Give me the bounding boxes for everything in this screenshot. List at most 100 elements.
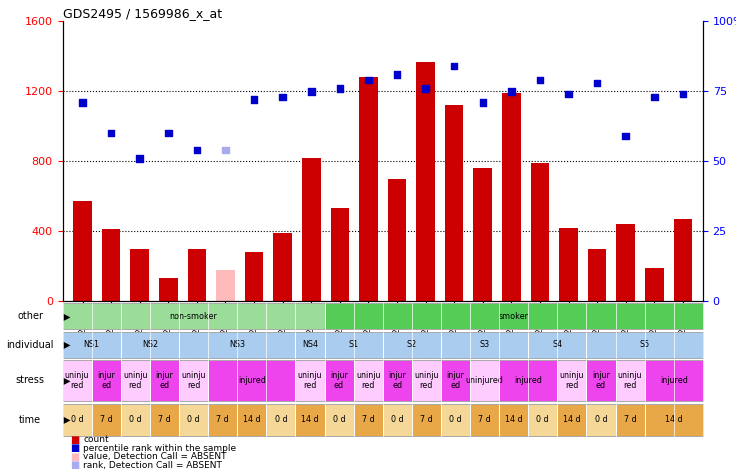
Text: 0 d: 0 d — [275, 416, 287, 424]
Point — [248, 96, 260, 103]
Bar — [473, 168, 492, 301]
Text: ■: ■ — [70, 452, 79, 462]
Bar — [159, 278, 177, 301]
Text: 14 d: 14 d — [505, 416, 523, 424]
Text: uninju
red: uninju red — [181, 371, 206, 390]
Bar — [388, 179, 406, 301]
Bar — [74, 201, 92, 301]
Text: 0 d: 0 d — [537, 416, 549, 424]
Text: injured: injured — [514, 376, 542, 385]
Text: 7 d: 7 d — [623, 416, 637, 424]
Text: smoker: smoker — [499, 312, 528, 321]
Text: uninju
red: uninju red — [356, 371, 381, 390]
Point — [219, 146, 231, 154]
Point — [506, 88, 517, 95]
Text: 7 d: 7 d — [158, 416, 171, 424]
Text: NS3: NS3 — [229, 340, 245, 349]
Text: uninju
red: uninju red — [297, 371, 322, 390]
Text: S1: S1 — [349, 340, 358, 349]
Text: S4: S4 — [552, 340, 562, 349]
Text: 14 d: 14 d — [563, 416, 581, 424]
Text: 0 d: 0 d — [187, 416, 200, 424]
Text: NS1: NS1 — [84, 340, 99, 349]
Text: ■: ■ — [70, 460, 79, 471]
Text: uninju
red: uninju red — [559, 371, 584, 390]
Bar — [130, 249, 149, 301]
Text: uninjured: uninjured — [466, 376, 503, 385]
Text: count: count — [83, 436, 109, 444]
Text: 0 d: 0 d — [595, 416, 607, 424]
Point — [305, 88, 317, 95]
Bar — [645, 268, 664, 301]
Text: ■: ■ — [70, 435, 79, 445]
Text: uninju
red: uninju red — [414, 371, 439, 390]
Bar — [531, 163, 549, 301]
Text: ▶: ▶ — [63, 375, 70, 385]
Text: other: other — [17, 311, 43, 321]
Text: GDS2495 / 1569986_x_at: GDS2495 / 1569986_x_at — [63, 7, 222, 20]
Text: uninju
red: uninju red — [65, 371, 89, 390]
Text: 14 d: 14 d — [301, 416, 319, 424]
Bar — [673, 219, 692, 301]
Text: 0 d: 0 d — [449, 416, 461, 424]
Bar — [216, 270, 235, 301]
Text: ▶: ▶ — [63, 415, 70, 425]
Text: NS4: NS4 — [302, 340, 318, 349]
Point — [77, 99, 88, 106]
Point — [277, 93, 289, 100]
Point — [420, 85, 431, 92]
Point — [163, 129, 174, 137]
Bar — [245, 252, 263, 301]
Bar — [359, 77, 378, 301]
Text: 7 d: 7 d — [100, 416, 113, 424]
Point — [134, 155, 146, 162]
Text: ■: ■ — [70, 443, 79, 454]
Bar — [417, 62, 435, 301]
Text: time: time — [19, 415, 41, 425]
Text: 7 d: 7 d — [362, 416, 375, 424]
Point — [648, 93, 660, 100]
Text: injur
ed: injur ed — [97, 371, 115, 390]
Bar — [559, 228, 578, 301]
Text: injur
ed: injur ed — [389, 371, 406, 390]
Text: 14 d: 14 d — [243, 416, 261, 424]
Text: 7 d: 7 d — [420, 416, 433, 424]
Point — [391, 71, 403, 78]
Text: ▶: ▶ — [63, 340, 70, 350]
Point — [677, 90, 689, 98]
Text: 14 d: 14 d — [665, 416, 682, 424]
Text: injur
ed: injur ed — [155, 371, 174, 390]
Bar — [502, 93, 520, 301]
Text: 7 d: 7 d — [216, 416, 229, 424]
Text: 0 d: 0 d — [391, 416, 403, 424]
Bar — [617, 224, 635, 301]
Bar — [102, 229, 121, 301]
Bar — [302, 158, 321, 301]
Bar — [445, 105, 464, 301]
Bar — [330, 209, 349, 301]
Text: injur
ed: injur ed — [592, 371, 610, 390]
Text: individual: individual — [7, 340, 54, 350]
Text: uninju
red: uninju red — [123, 371, 148, 390]
Bar — [188, 249, 206, 301]
Text: S2: S2 — [407, 340, 417, 349]
Text: value, Detection Call = ABSENT: value, Detection Call = ABSENT — [83, 453, 227, 461]
Point — [191, 146, 203, 154]
Text: ▶: ▶ — [63, 311, 70, 321]
Text: 0 d: 0 d — [71, 416, 83, 424]
Text: injured: injured — [660, 376, 687, 385]
Point — [363, 76, 375, 84]
Text: uninju
red: uninju red — [618, 371, 643, 390]
Text: stress: stress — [15, 375, 45, 385]
Text: NS2: NS2 — [142, 340, 158, 349]
Point — [334, 85, 346, 92]
Point — [105, 129, 117, 137]
Point — [534, 76, 546, 84]
Point — [448, 62, 460, 70]
Text: non-smoker: non-smoker — [169, 312, 217, 321]
Text: S5: S5 — [640, 340, 650, 349]
Point — [620, 132, 631, 140]
Point — [591, 79, 603, 87]
Text: rank, Detection Call = ABSENT: rank, Detection Call = ABSENT — [83, 461, 222, 470]
Text: 0 d: 0 d — [129, 416, 141, 424]
